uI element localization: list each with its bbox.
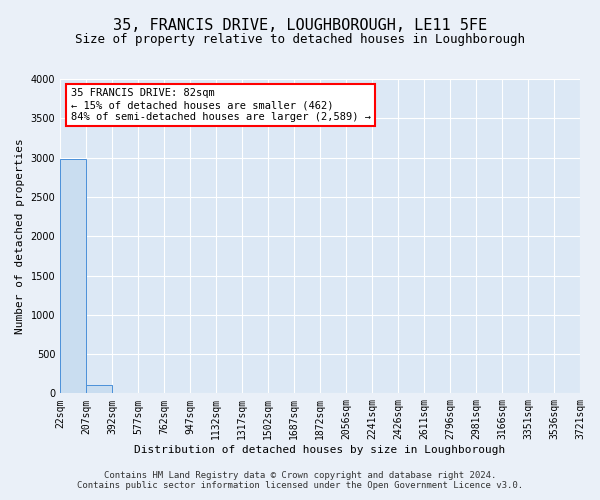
Bar [86, 385, 112, 394]
X-axis label: Distribution of detached houses by size in Loughborough: Distribution of detached houses by size … [134, 445, 506, 455]
Y-axis label: Number of detached properties: Number of detached properties [15, 138, 25, 334]
Text: 35, FRANCIS DRIVE, LOUGHBOROUGH, LE11 5FE: 35, FRANCIS DRIVE, LOUGHBOROUGH, LE11 5F… [113, 18, 487, 32]
Text: Size of property relative to detached houses in Loughborough: Size of property relative to detached ho… [75, 32, 525, 46]
Text: Contains public sector information licensed under the Open Government Licence v3: Contains public sector information licen… [77, 481, 523, 490]
Text: Contains HM Land Registry data © Crown copyright and database right 2024.: Contains HM Land Registry data © Crown c… [104, 471, 496, 480]
Bar [60, 159, 86, 394]
Text: 35 FRANCIS DRIVE: 82sqm
← 15% of detached houses are smaller (462)
84% of semi-d: 35 FRANCIS DRIVE: 82sqm ← 15% of detache… [71, 88, 371, 122]
